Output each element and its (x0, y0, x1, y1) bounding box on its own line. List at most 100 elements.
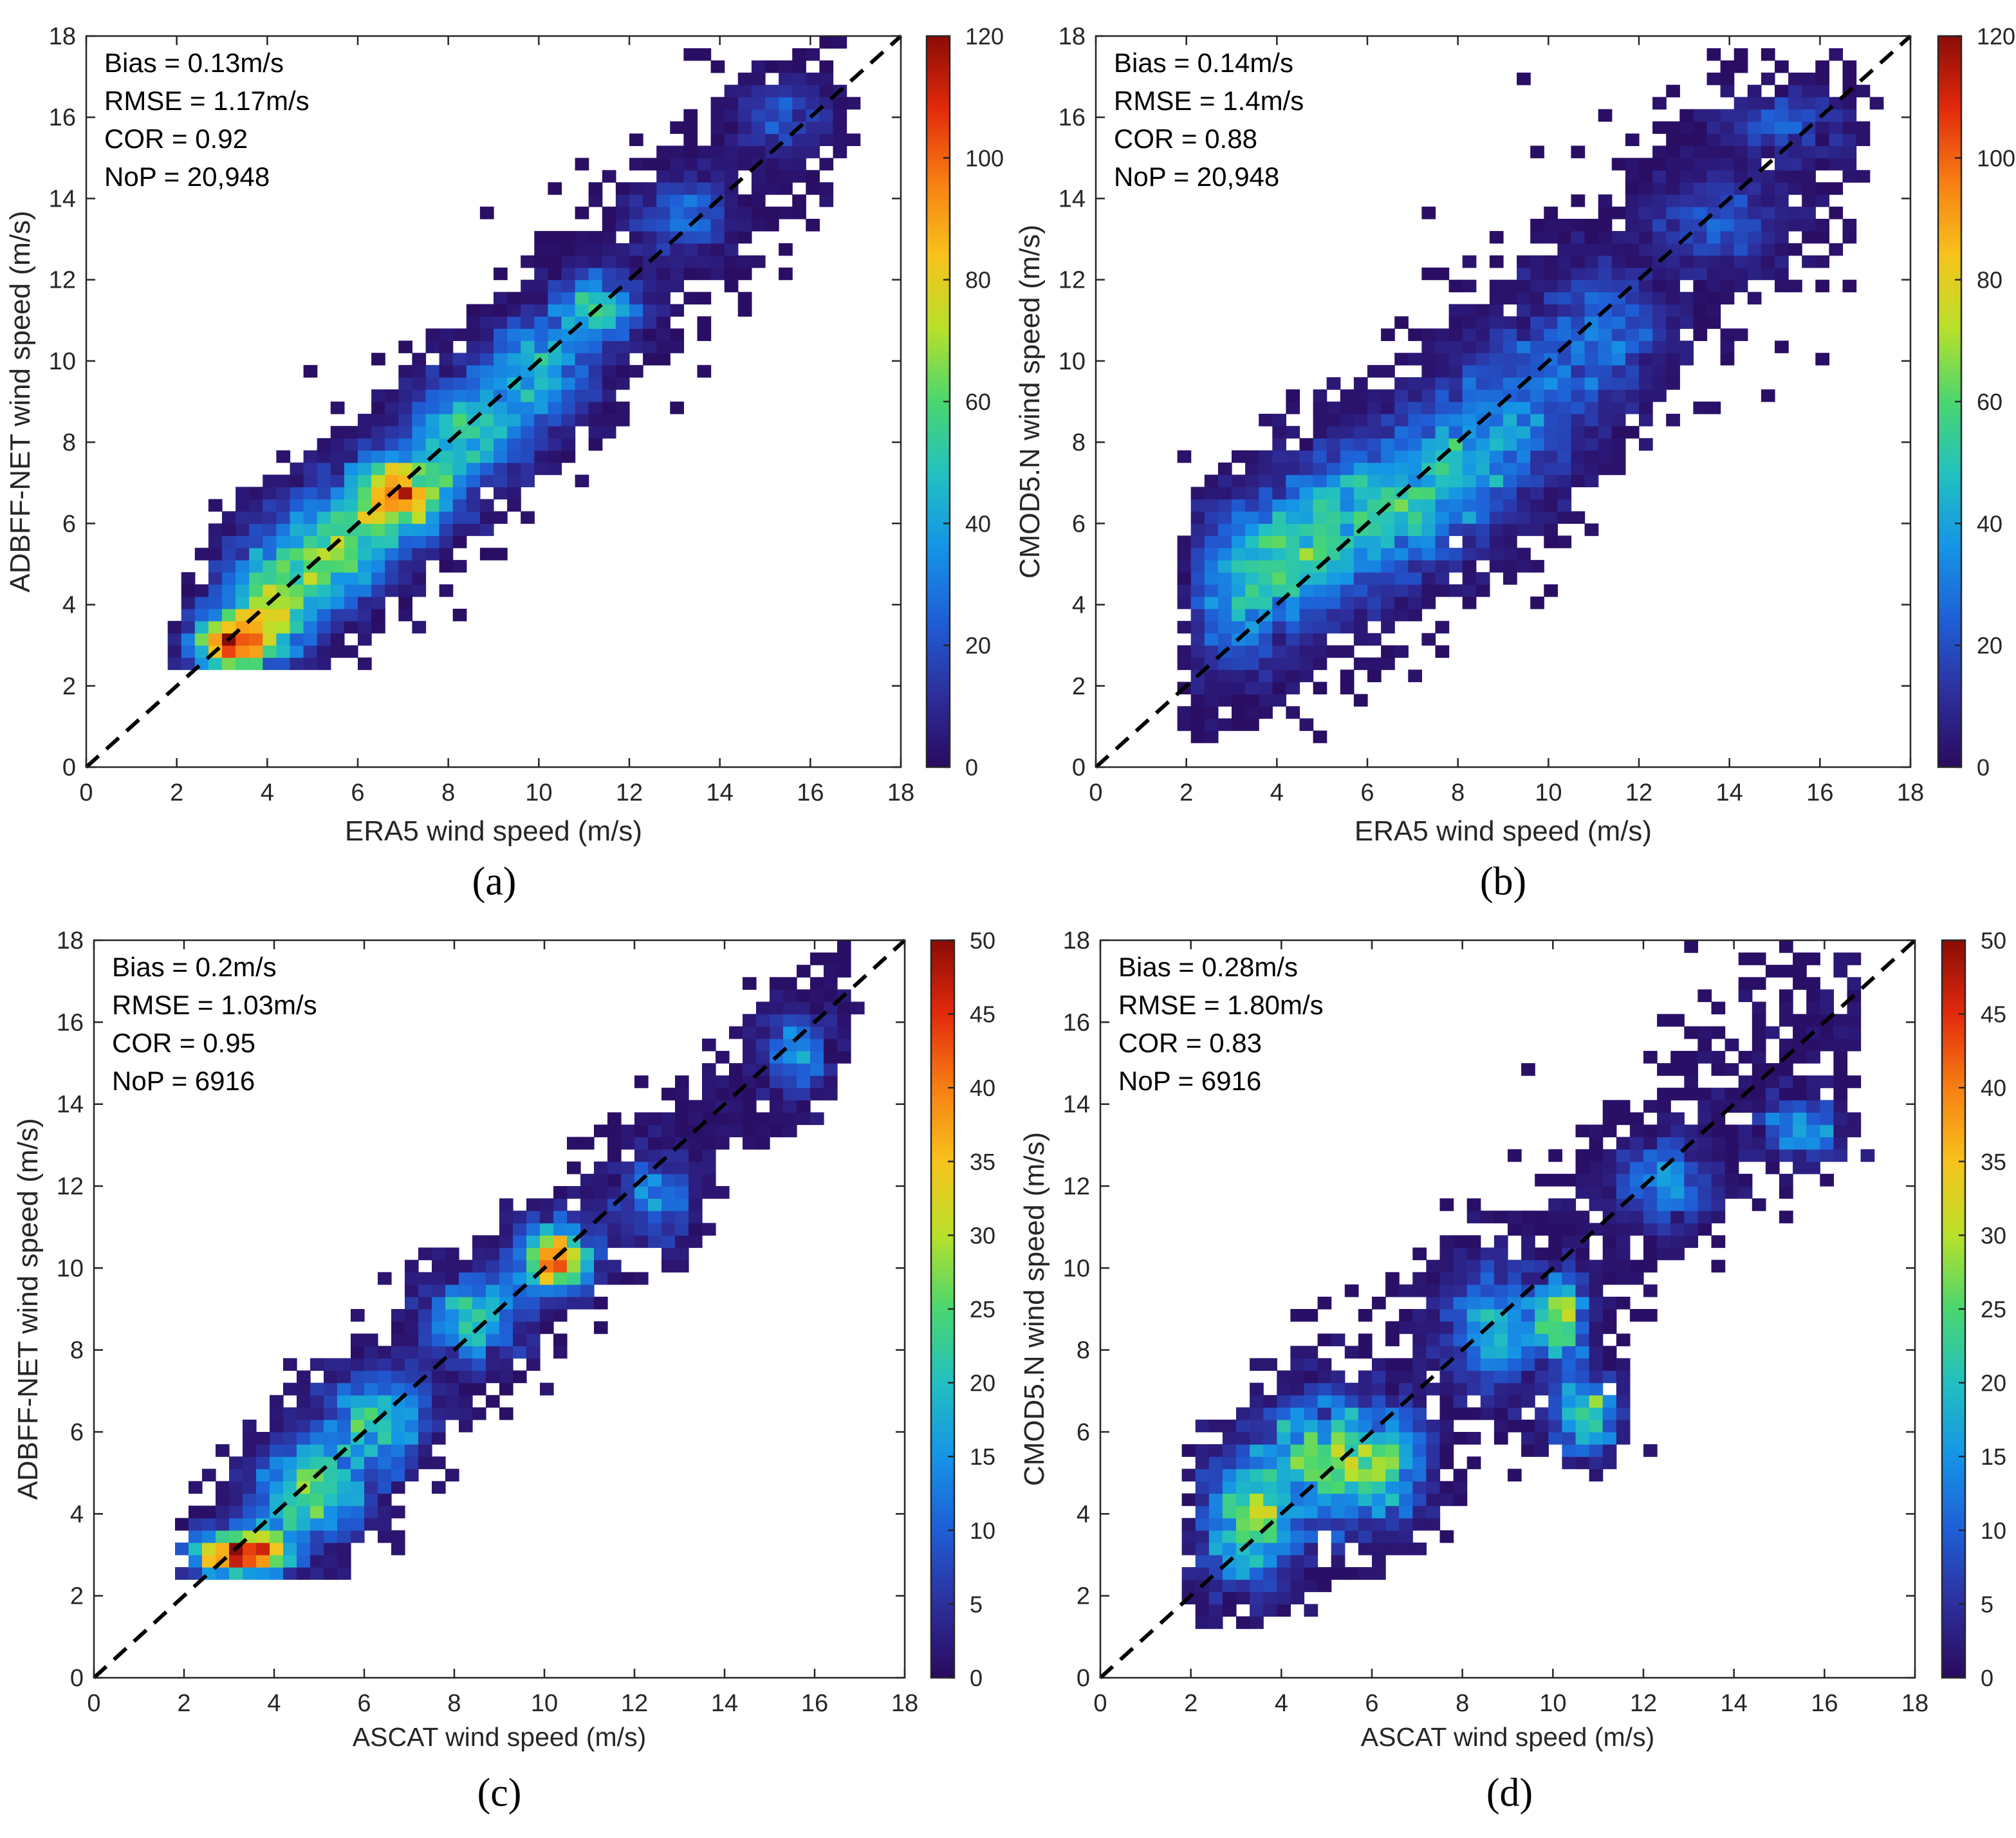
heatmap-cell (1232, 499, 1246, 512)
heatmap-cell (1263, 1481, 1277, 1494)
heatmap-cell (1535, 1432, 1549, 1445)
heatmap-cell (1421, 389, 1436, 402)
heatmap-cell (243, 1567, 257, 1580)
heatmap-cell (1842, 170, 1857, 183)
heatmap-cell (1639, 255, 1653, 268)
heatmap-cell (702, 1223, 716, 1236)
heatmap-cell (602, 207, 616, 219)
heatmap-cell (263, 487, 277, 500)
heatmap-cell (1412, 1481, 1427, 1494)
heatmap-cell (1245, 560, 1259, 573)
heatmap-cell (675, 1100, 689, 1113)
heatmap-cell (1643, 1235, 1658, 1249)
heatmap-cell (1181, 1567, 1196, 1580)
heatmap-cell (1720, 230, 1735, 244)
heatmap-cell (1204, 560, 1219, 573)
heatmap-cell (702, 1100, 716, 1113)
heatmap-cell (1326, 425, 1341, 439)
heatmap-cell (1584, 523, 1599, 536)
heatmap-cell (1602, 1407, 1617, 1420)
heatmap-cell (499, 1370, 513, 1384)
heatmap-cell (689, 1223, 703, 1236)
heatmap-cell (405, 1456, 419, 1469)
heatmap-cell (756, 1001, 770, 1015)
heatmap-cell (1657, 1186, 1671, 1199)
panel-a-label: (a) (472, 860, 517, 904)
heatmap-cell (216, 1530, 230, 1543)
heatmap-cell (534, 328, 548, 341)
heatmap-cell (553, 1272, 568, 1285)
heatmap-cell (1317, 1493, 1332, 1507)
heatmap-cell (371, 353, 385, 366)
heatmap-cell (1589, 1419, 1604, 1433)
heatmap-cell (783, 1026, 797, 1039)
heatmap-cell (737, 219, 752, 232)
heatmap-cell (580, 1272, 595, 1285)
heatmap-cell (391, 1321, 405, 1334)
heatmap-cell (756, 1124, 770, 1138)
heatmap-cell (629, 194, 643, 207)
heatmap-cell (1752, 1124, 1766, 1138)
heatmap-cell (1602, 1419, 1617, 1433)
heatmap-cell (1557, 304, 1572, 317)
heatmap-cell (445, 1333, 459, 1346)
heatmap-cell (643, 340, 657, 353)
heatmap-cell (405, 1272, 419, 1285)
heatmap-cell (1190, 548, 1205, 561)
heatmap-cell (479, 450, 494, 463)
heatmap-cell (398, 425, 412, 439)
heatmap-cell (521, 255, 535, 268)
heatmap-cell (1802, 84, 1816, 98)
heatmap-cell (1358, 1370, 1373, 1384)
heatmap-cell (1521, 1309, 1535, 1322)
heatmap-cell (181, 584, 196, 597)
heatmap-cell (358, 499, 372, 512)
heatmap-cell (202, 1555, 216, 1568)
heatmap-cell (175, 1518, 189, 1531)
heatmap-cell (779, 158, 793, 171)
heatmap-cell (716, 1124, 730, 1138)
heatmap-cell (1263, 1395, 1277, 1408)
heatmap-cell (1720, 170, 1735, 183)
x-tick-label: 18 (887, 779, 914, 806)
heatmap-cell (1639, 402, 1653, 414)
heatmap-cell (303, 535, 318, 548)
heatmap-cell (317, 633, 331, 646)
heatmap-cell (1385, 1284, 1400, 1297)
heatmap-cell (317, 535, 331, 548)
heatmap-cell (499, 1211, 513, 1223)
heatmap-cell (317, 499, 331, 512)
heatmap-cell (324, 1530, 338, 1543)
heatmap-cell (661, 1088, 676, 1100)
heatmap-cell (1611, 230, 1626, 244)
heatmap-cell (1706, 133, 1721, 146)
heatmap-cell (1575, 1346, 1590, 1359)
heatmap-cell (602, 230, 616, 244)
heatmap-cell (1508, 1346, 1522, 1359)
heatmap-cell (553, 1333, 568, 1346)
heatmap-cell (779, 267, 793, 281)
heatmap-cell (1177, 560, 1192, 573)
heatmap-cell (494, 425, 508, 439)
heatmap-cell (1517, 255, 1531, 268)
heatmap-cell (1720, 267, 1735, 281)
heatmap-cell (1195, 1542, 1210, 1555)
heatmap-cell (621, 1124, 635, 1138)
heatmap-cell (358, 413, 372, 427)
heatmap-cell (1381, 523, 1395, 536)
heatmap-cell (1313, 657, 1327, 671)
heatmap-cell (1489, 316, 1504, 329)
heatmap-cell (765, 84, 779, 98)
heatmap-cell (276, 474, 291, 488)
heatmap-cell (575, 279, 589, 293)
heatmap-cell (1869, 97, 1884, 110)
heatmap-cell (263, 474, 277, 488)
heatmap-cell (290, 657, 304, 671)
heatmap-cell (310, 1407, 324, 1420)
heatmap-cell (1236, 1555, 1250, 1568)
heatmap-cell (588, 255, 603, 268)
heatmap-cell (724, 267, 739, 281)
heatmap-cell (1462, 523, 1477, 536)
heatmap-cell (1815, 255, 1829, 268)
heatmap-cell (737, 304, 752, 317)
